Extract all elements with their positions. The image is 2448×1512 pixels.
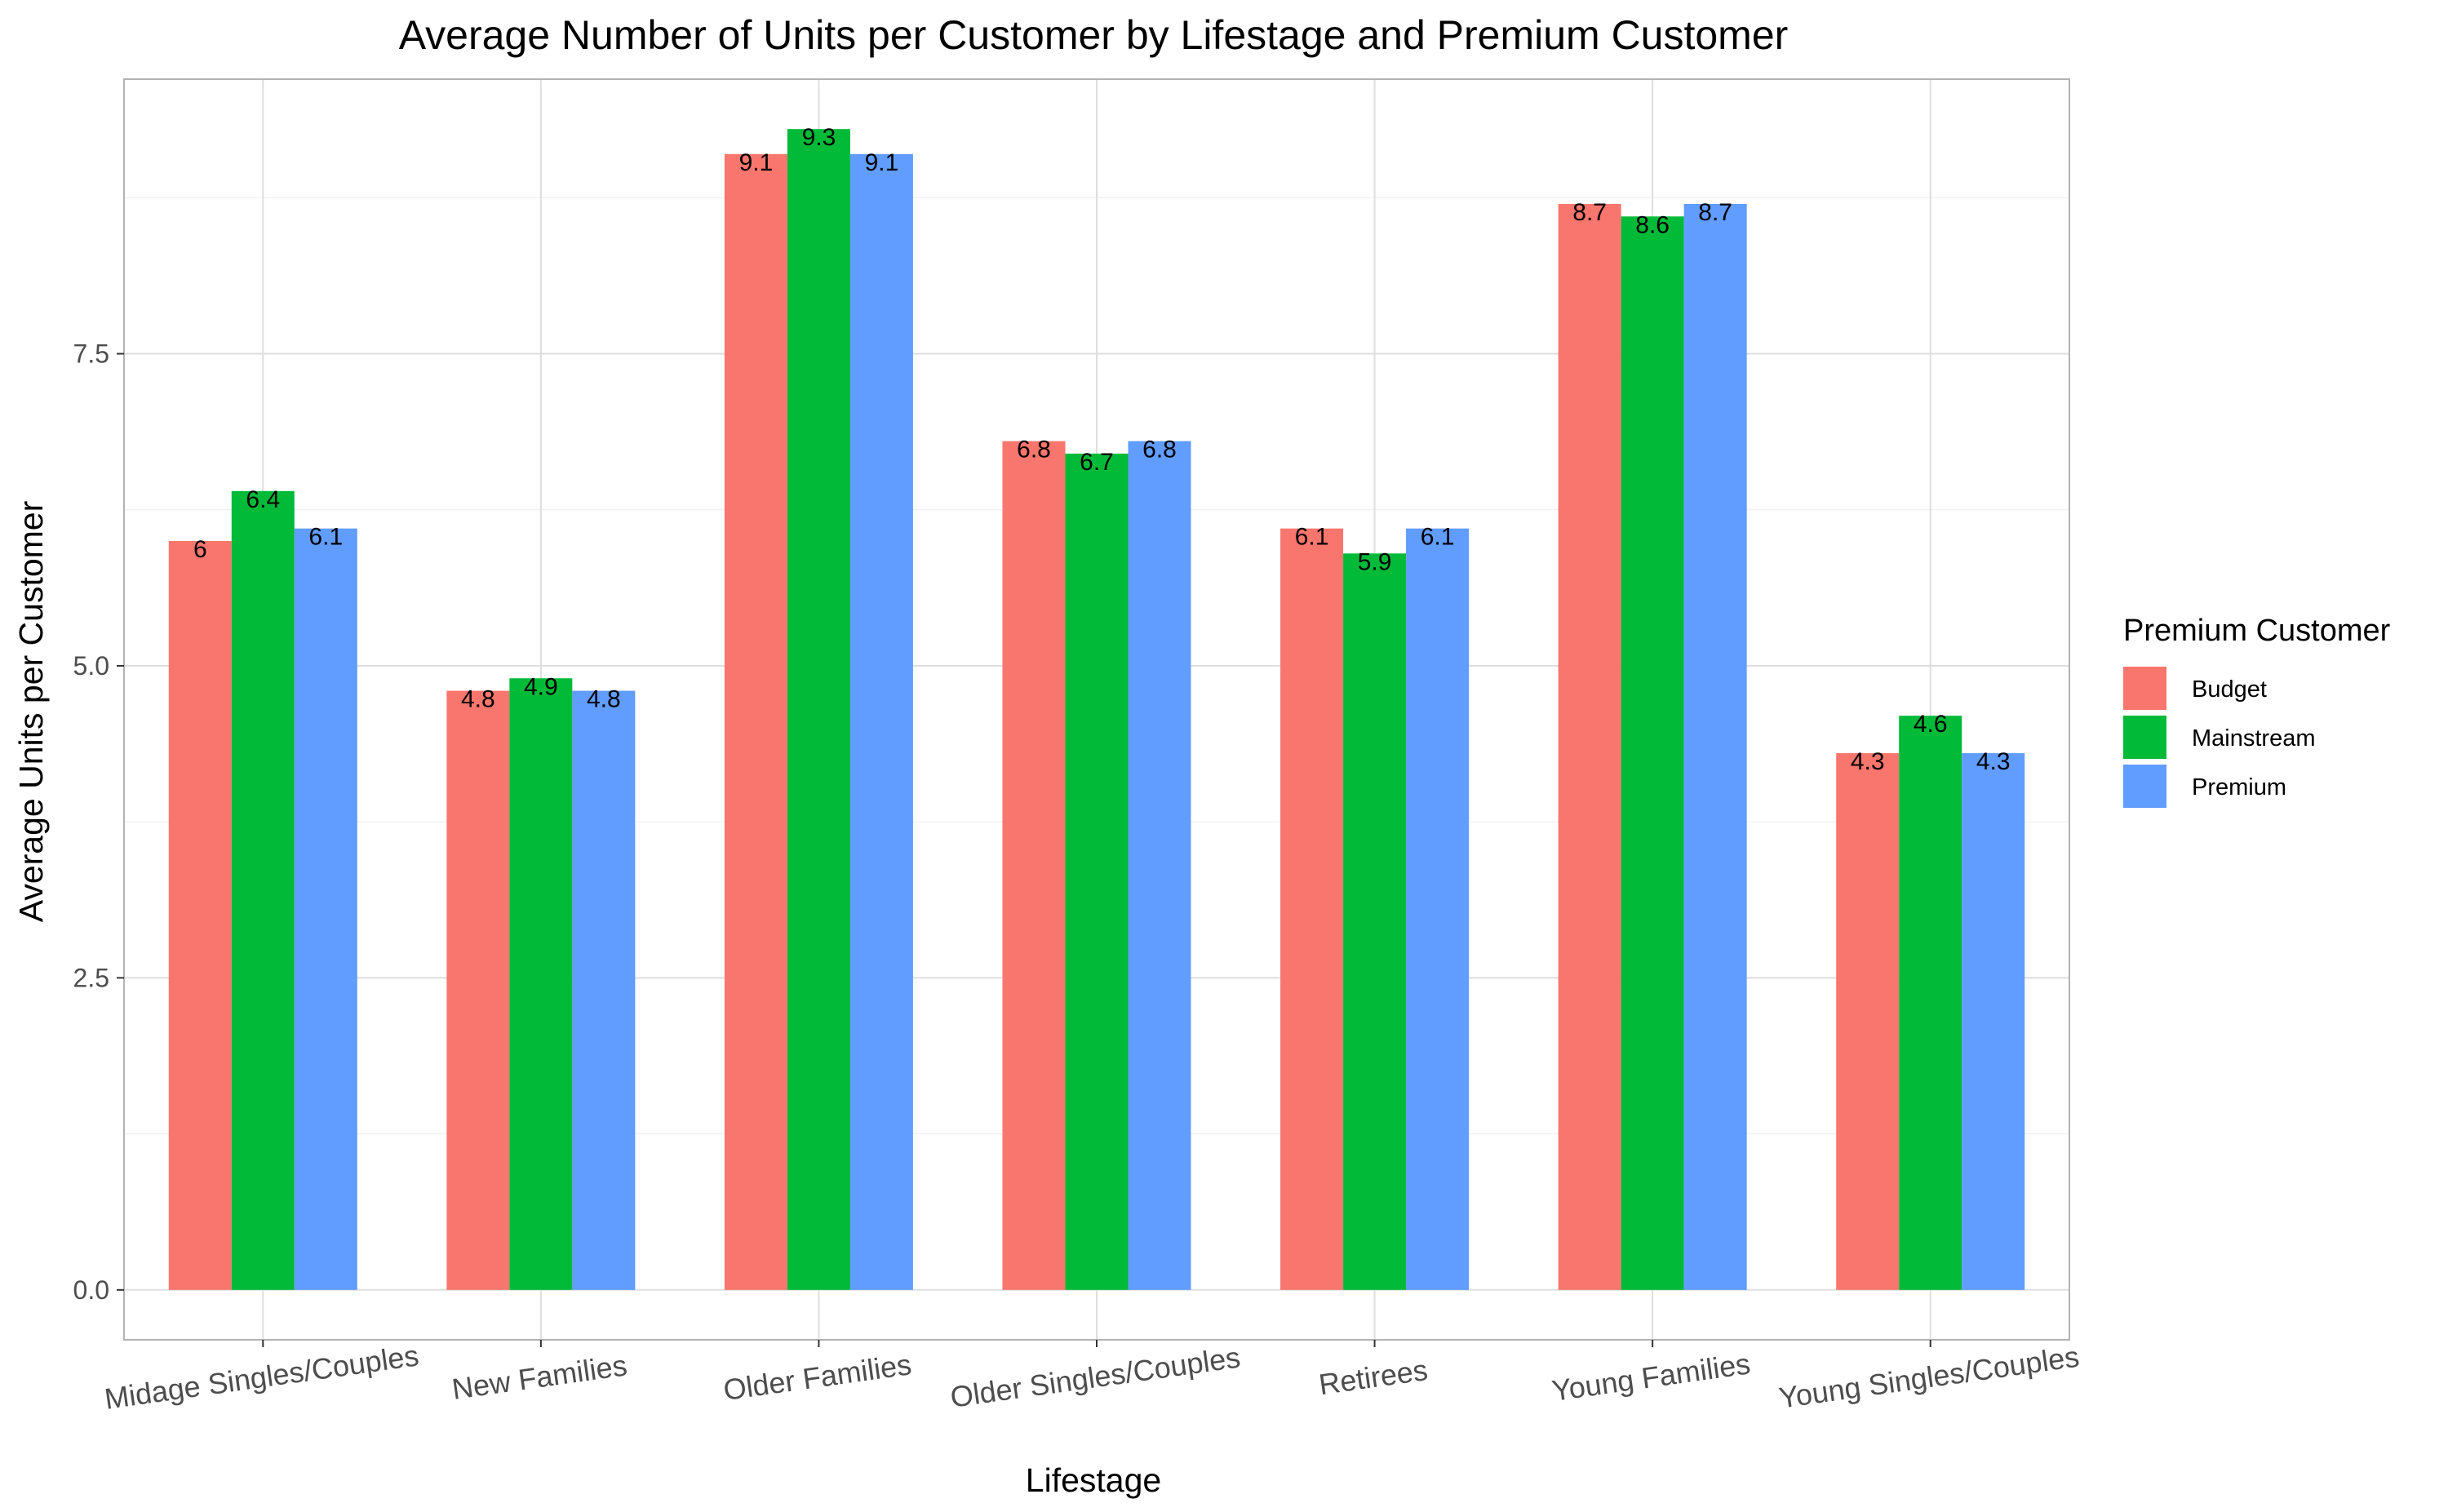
legend-items: Budget Mainstream Premium [2123, 667, 2316, 808]
y-axis-title: Average Units per Customer [12, 501, 50, 923]
bar-value-label: 6.4 [246, 486, 280, 513]
bar-premium [1962, 753, 2025, 1290]
bar-budget [1002, 441, 1066, 1290]
bar-value-label: 8.6 [1635, 211, 1670, 238]
bar-mainstream [1065, 453, 1129, 1290]
bar-premium [1683, 203, 1747, 1290]
y-tick-label: 7.5 [73, 339, 109, 369]
bar-premium [849, 153, 913, 1290]
bar-value-label: 4.8 [587, 686, 621, 713]
bar-value-label: 9.3 [802, 124, 836, 151]
bar-mainstream [1621, 216, 1684, 1290]
bar-value-label: 4.6 [1914, 711, 1948, 738]
bar-budget [1836, 753, 1900, 1290]
bar-value-label: 4.8 [461, 686, 495, 713]
bar-value-label: 6.1 [308, 524, 343, 551]
chart-title: Average Number of Units per Customer by … [399, 12, 1789, 58]
bar-value-label: 6.1 [1421, 524, 1455, 551]
legend-key-budget [2123, 667, 2166, 710]
bar-premium [1406, 528, 1470, 1290]
bar-budget [1558, 203, 1621, 1290]
bar-value-labels: 6 4.8 9.1 6.8 6.1 8.7 4.3 6.4 4.9 9.3 6.7 5.9 8.6 4.6… [193, 124, 2011, 775]
bar-value-label: 4.9 [524, 673, 558, 700]
bar-value-label: 6.8 [1017, 437, 1051, 463]
bar-value-label: 4.3 [1851, 748, 1885, 775]
bar-mainstream [509, 678, 573, 1290]
bar-value-label: 4.3 [1976, 748, 2011, 775]
bars [168, 129, 2025, 1290]
y-axis-ticks: 0.0 2.5 5.0 7.5 [73, 339, 124, 1305]
x-axis-title: Lifestage [1026, 1461, 1161, 1499]
legend-label: Premium [2192, 774, 2286, 800]
bar-value-label: 8.7 [1572, 199, 1607, 226]
legend-title: Premium Customer [2123, 614, 2391, 648]
bar-budget [446, 690, 510, 1290]
y-tick-label: 5.0 [73, 651, 109, 681]
y-tick-label: 2.5 [73, 963, 109, 992]
bar-value-label: 5.9 [1358, 548, 1392, 575]
bar-premium [1128, 441, 1191, 1290]
bar-value-label: 9.1 [865, 149, 899, 176]
bar-budget [724, 153, 787, 1290]
legend-label: Budget [2192, 676, 2267, 703]
bar-value-label: 6.1 [1295, 524, 1329, 551]
bar-premium [572, 690, 636, 1290]
bar-mainstream [1343, 553, 1407, 1290]
bar-mainstream [231, 490, 295, 1290]
bar-value-label: 8.7 [1698, 199, 1732, 226]
bar-premium [294, 528, 357, 1290]
bar-mainstream [1899, 716, 1962, 1290]
bar-value-label: 6 [193, 536, 207, 563]
bar-value-label: 6.8 [1142, 437, 1177, 463]
bar-mainstream [787, 129, 850, 1290]
legend: Premium Customer Budget Mainstream Premium [2123, 614, 2391, 808]
legend-key-premium [2123, 765, 2166, 808]
bar-value-label: 9.1 [739, 149, 774, 176]
bar-value-label: 6.7 [1080, 449, 1114, 476]
y-tick-label: 0.0 [73, 1275, 109, 1305]
bar-budget [168, 540, 232, 1290]
bar-budget [1280, 528, 1344, 1290]
legend-key-mainstream [2123, 716, 2166, 759]
legend-label: Mainstream [2192, 725, 2316, 752]
